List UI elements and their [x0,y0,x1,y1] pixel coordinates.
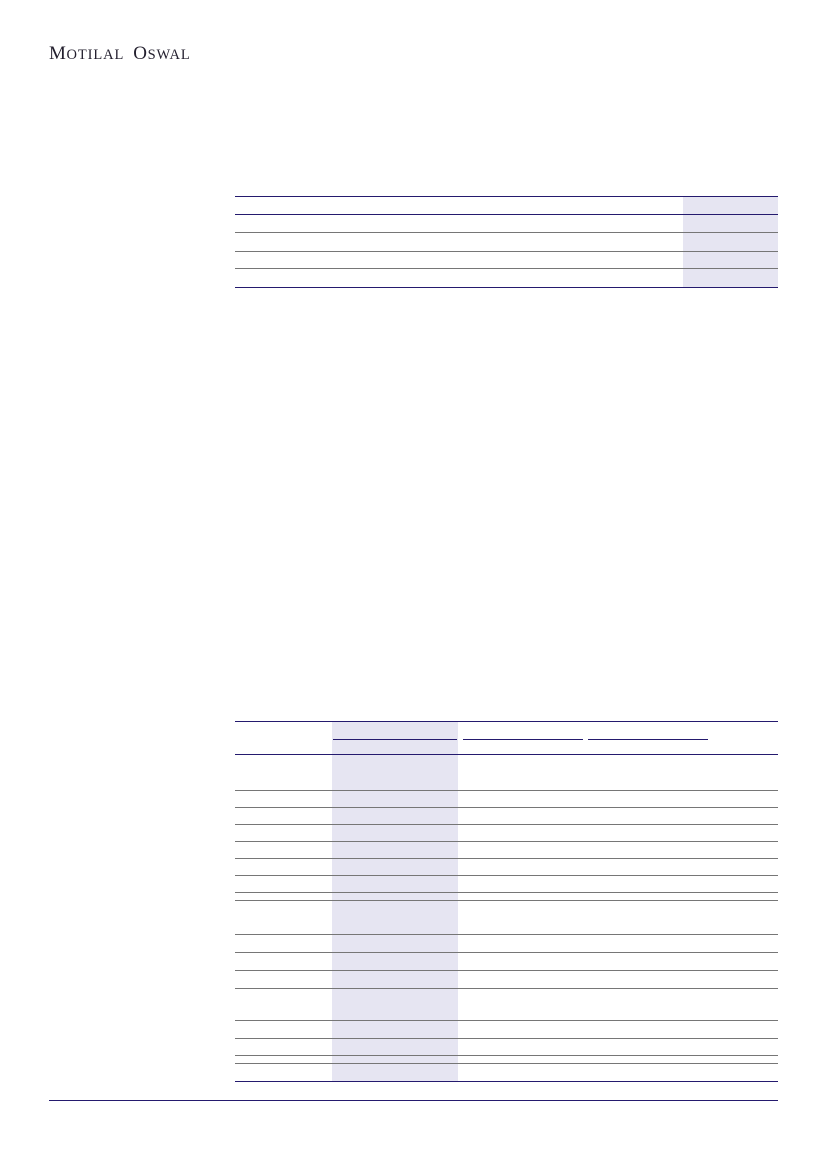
table-rule [235,807,778,808]
table-rule [235,988,778,989]
table-rule [235,824,778,825]
brand-word-oswal: OSWAL [133,44,190,63]
table-rule [235,287,778,288]
table-rule [235,251,778,252]
table-rule [235,232,778,233]
table-rule [235,858,778,859]
column-group-underline [588,739,708,740]
table-rule [235,1020,778,1021]
table-rule [235,196,778,197]
table-rule [235,1038,778,1039]
column-group-underline [333,739,457,740]
brand-logo: MOTILAL OSWAL [49,44,191,63]
table-rule [235,268,778,269]
table-rule [235,875,778,876]
brand-initial-m: M [49,43,67,64]
table-rule [235,1055,778,1056]
table-rule [235,952,778,953]
highlighted-column [683,196,778,288]
column-group-underline [463,739,583,740]
table-rule [235,892,778,893]
financials-table [235,721,778,1082]
table-rule [235,754,778,755]
table-rule [235,790,778,791]
highlighted-column [332,721,458,1082]
table-rule [235,721,778,722]
footer-rule [49,1100,778,1101]
table-rule [235,900,778,901]
table-rule [235,1063,778,1064]
brand-initial-o: O [133,43,148,64]
table-rule [235,934,778,935]
table-rule [235,214,778,215]
table-rule [235,970,778,971]
brand-rest-swal: SWAL [147,47,191,63]
table-rule [235,1081,778,1082]
table-rule [235,841,778,842]
brand-rest-otilal: OTILAL [66,47,125,63]
brand-word-motilal: MOTILAL [49,44,124,63]
summary-table [235,196,778,288]
